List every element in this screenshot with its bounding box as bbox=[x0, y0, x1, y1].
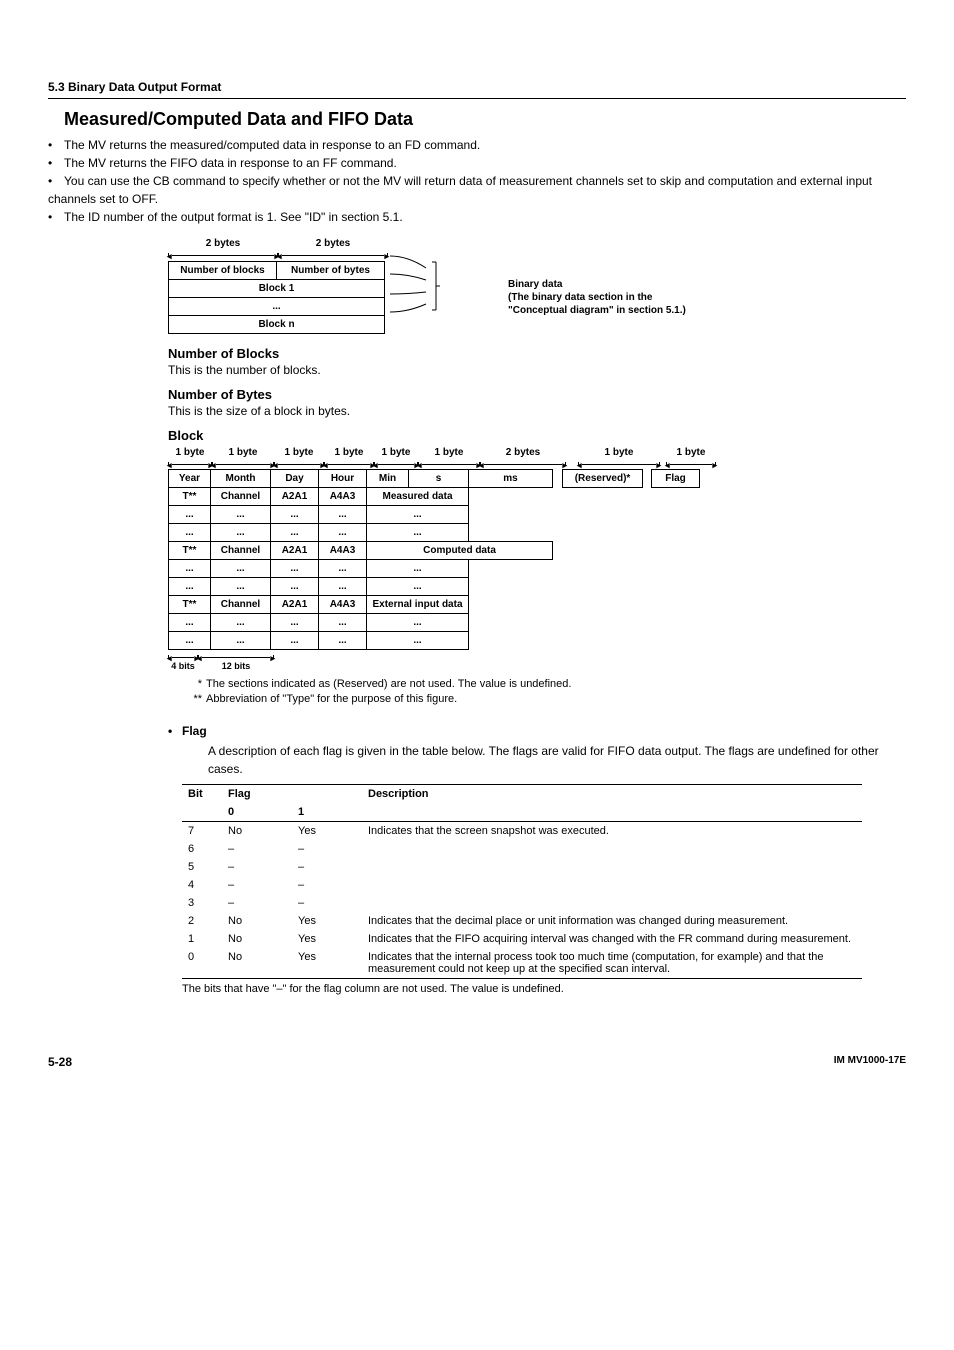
block-footnotes: *The sections indicated as (Reserved) ar… bbox=[188, 677, 906, 708]
num-bytes-head: Number of Bytes bbox=[168, 387, 906, 402]
block-head: Block bbox=[168, 428, 906, 443]
num-blocks-text: This is the number of blocks. bbox=[168, 363, 906, 377]
bullet-item: The ID number of the output format is 1.… bbox=[48, 208, 906, 226]
section-header: 5.3 Binary Data Output Format bbox=[48, 80, 906, 99]
bullet-item: You can use the CB command to specify wh… bbox=[48, 172, 906, 208]
num-blocks-head: Number of Blocks bbox=[168, 346, 906, 361]
flag-heading: Flag bbox=[168, 724, 906, 738]
page-title: Measured/Computed Data and FIFO Data bbox=[64, 109, 906, 130]
flag-table: BitFlagDescription017NoYesIndicates that… bbox=[182, 784, 862, 979]
page-number: 5-28 bbox=[48, 1055, 72, 1069]
intro-bullets: The MV returns the measured/computed dat… bbox=[48, 136, 906, 226]
num-bytes-text: This is the size of a block in bytes. bbox=[168, 404, 906, 418]
flag-intro: A description of each flag is given in t… bbox=[208, 742, 906, 778]
binary-layout-diagram: 2 bytes ◂▸ 2 bytes ◂▸ Number of blocksNu… bbox=[168, 238, 906, 334]
brace-text: Binary data(The binary data section in t… bbox=[508, 278, 686, 334]
doc-id: IM MV1000-17E bbox=[834, 1055, 906, 1069]
flag-note: The bits that have "–" for the flag colu… bbox=[182, 983, 906, 995]
bullet-item: The MV returns the FIFO data in response… bbox=[48, 154, 906, 172]
block-diagram: 1 byte ◂▸ 1 byte ◂▸ 1 byte ◂▸ 1 byte ◂▸ … bbox=[168, 447, 906, 671]
bullet-item: The MV returns the measured/computed dat… bbox=[48, 136, 906, 154]
page-footer: 5-28 IM MV1000-17E bbox=[48, 1055, 906, 1069]
brace-svg bbox=[388, 252, 508, 342]
